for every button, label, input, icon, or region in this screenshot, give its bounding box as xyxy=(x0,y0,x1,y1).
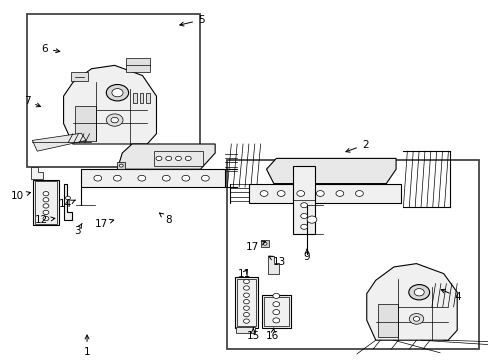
Text: 16: 16 xyxy=(265,328,279,341)
Circle shape xyxy=(300,224,307,229)
Circle shape xyxy=(112,89,123,97)
Circle shape xyxy=(185,156,191,161)
Circle shape xyxy=(243,293,249,297)
Text: 13: 13 xyxy=(268,256,285,267)
Circle shape xyxy=(138,175,145,181)
Circle shape xyxy=(408,314,423,324)
Circle shape xyxy=(162,175,170,181)
Text: 11: 11 xyxy=(237,269,251,279)
Circle shape xyxy=(243,300,249,304)
Text: 17: 17 xyxy=(245,241,265,252)
Circle shape xyxy=(106,114,123,126)
Polygon shape xyxy=(377,303,398,337)
Circle shape xyxy=(43,192,49,196)
Text: 10: 10 xyxy=(10,191,30,201)
Text: 7: 7 xyxy=(23,96,41,107)
Circle shape xyxy=(260,191,267,197)
Polygon shape xyxy=(249,184,400,203)
Polygon shape xyxy=(31,167,43,179)
Circle shape xyxy=(43,216,49,221)
Polygon shape xyxy=(63,65,156,144)
Circle shape xyxy=(43,204,49,208)
Circle shape xyxy=(277,191,285,197)
Text: 17: 17 xyxy=(94,219,114,229)
Bar xyxy=(140,93,143,103)
Bar xyxy=(227,160,478,349)
Circle shape xyxy=(106,85,128,101)
Polygon shape xyxy=(81,169,224,187)
Text: 1: 1 xyxy=(83,335,90,357)
Text: 5: 5 xyxy=(180,15,204,26)
Circle shape xyxy=(306,216,316,223)
Circle shape xyxy=(243,279,249,284)
Bar xyxy=(261,295,290,328)
Circle shape xyxy=(156,156,162,161)
Bar xyxy=(35,181,57,224)
Circle shape xyxy=(272,302,279,307)
Polygon shape xyxy=(236,327,254,333)
Circle shape xyxy=(43,198,49,202)
Polygon shape xyxy=(261,240,268,247)
Circle shape xyxy=(111,117,118,123)
Circle shape xyxy=(65,196,70,200)
Polygon shape xyxy=(71,72,88,81)
Polygon shape xyxy=(293,166,315,234)
Circle shape xyxy=(113,175,121,181)
Polygon shape xyxy=(266,158,395,184)
Bar xyxy=(263,297,288,326)
Circle shape xyxy=(335,191,343,197)
Circle shape xyxy=(243,306,249,310)
Bar xyxy=(146,93,150,103)
Circle shape xyxy=(263,242,266,245)
Text: 4: 4 xyxy=(440,289,461,302)
Text: 3: 3 xyxy=(74,223,82,236)
Circle shape xyxy=(355,191,363,197)
Text: 12: 12 xyxy=(35,215,55,225)
Circle shape xyxy=(243,312,249,317)
Circle shape xyxy=(413,289,423,296)
Circle shape xyxy=(119,164,123,167)
Polygon shape xyxy=(75,107,96,140)
Circle shape xyxy=(243,319,249,323)
Polygon shape xyxy=(117,144,215,169)
Circle shape xyxy=(165,156,171,161)
Polygon shape xyxy=(366,264,456,340)
Circle shape xyxy=(43,210,49,215)
Circle shape xyxy=(94,175,102,181)
Polygon shape xyxy=(32,133,86,151)
Circle shape xyxy=(412,316,419,321)
Text: 2: 2 xyxy=(345,140,368,152)
Circle shape xyxy=(175,156,181,161)
Polygon shape xyxy=(267,256,278,274)
Circle shape xyxy=(300,203,307,208)
Bar xyxy=(133,93,137,103)
Circle shape xyxy=(296,191,304,197)
Bar xyxy=(27,14,200,167)
Text: 6: 6 xyxy=(41,44,60,54)
Polygon shape xyxy=(63,184,72,220)
Text: 8: 8 xyxy=(159,213,172,225)
Circle shape xyxy=(300,213,307,219)
Text: 14: 14 xyxy=(59,199,75,210)
Circle shape xyxy=(272,310,279,315)
Circle shape xyxy=(408,285,429,300)
Bar xyxy=(154,151,203,166)
Bar xyxy=(33,180,59,225)
Circle shape xyxy=(243,286,249,290)
Circle shape xyxy=(316,191,324,197)
Text: 9: 9 xyxy=(303,249,310,262)
Bar xyxy=(236,279,256,326)
Circle shape xyxy=(182,175,189,181)
Bar xyxy=(234,277,258,328)
Text: 15: 15 xyxy=(246,328,260,341)
Polygon shape xyxy=(125,58,150,72)
Circle shape xyxy=(272,293,279,298)
Polygon shape xyxy=(117,162,125,169)
Circle shape xyxy=(272,318,279,323)
Circle shape xyxy=(201,175,209,181)
